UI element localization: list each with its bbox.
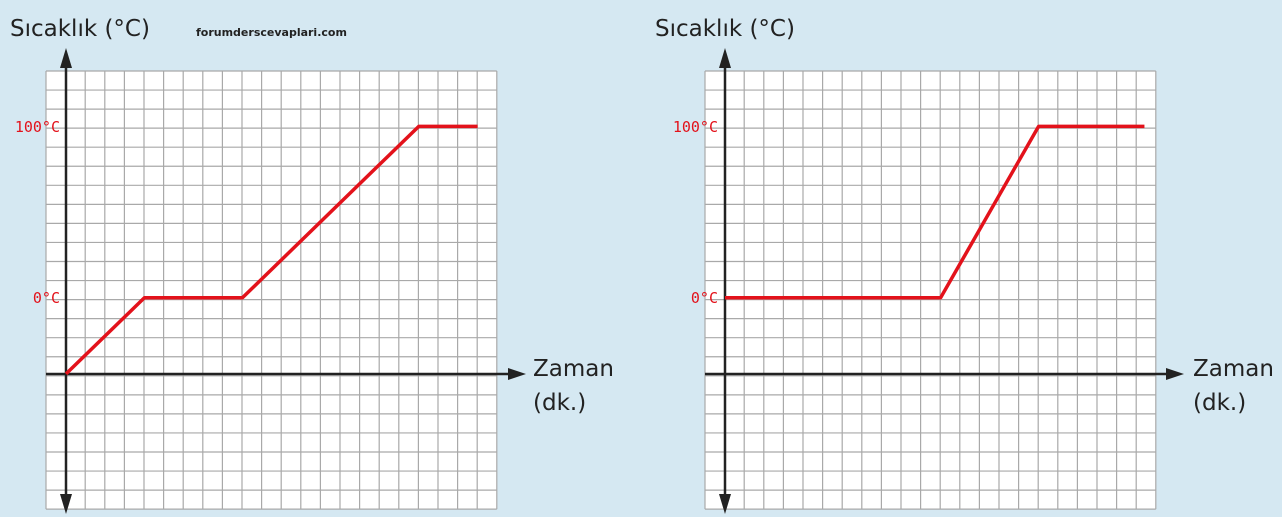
grid-background <box>705 71 1156 510</box>
x-axis-title-line2: (dk.) <box>1193 390 1247 416</box>
temperature-series-line <box>725 124 1145 300</box>
x-axis-arrow-icon <box>1166 368 1184 380</box>
y-axis-title-left: Sıcaklık (°C) <box>10 16 150 42</box>
y-axis-arrow-down-icon <box>60 494 72 514</box>
x-axis-title-line2: (dk.) <box>533 390 587 416</box>
y-axis-arrow-up-icon <box>60 48 72 68</box>
grid-background <box>46 71 497 510</box>
x-axis-title-left: Zaman (dk.) <box>533 352 614 420</box>
x-axis-arrow-icon <box>508 368 526 380</box>
y-axis-title-right: Sıcaklık (°C) <box>655 16 795 42</box>
x-axis-title-line1: Zaman <box>1193 356 1274 382</box>
x-axis-title-right: Zaman (dk.) <box>1193 352 1274 420</box>
y-axis-arrow-down-icon <box>719 494 731 514</box>
y-axis-arrow-up-icon <box>719 48 731 68</box>
ytick-100-left: 100°C <box>14 118 60 136</box>
watermark: forumderscevaplari.com <box>196 26 347 39</box>
ytick-0-left: 0°C <box>32 289 60 307</box>
ytick-100-right: 100°C <box>672 118 718 136</box>
x-axis-title-line1: Zaman <box>533 356 614 382</box>
ytick-0-right: 0°C <box>690 289 718 307</box>
